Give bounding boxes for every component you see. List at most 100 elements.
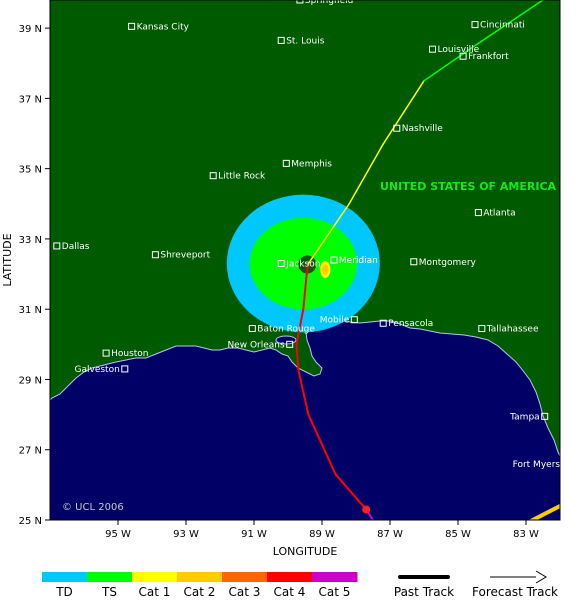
- past-track-segment: [305, 262, 310, 276]
- y-tick-label: 31 N: [19, 305, 42, 316]
- city-markers: Springfield Kansas City St. Louis Cincinnat…: [53, 0, 561, 470]
- copyright-credit: © UCL 2006: [62, 502, 124, 513]
- past-track-segment: [334, 473, 368, 511]
- city-little-rock: Little Rock: [209, 172, 266, 182]
- x-tick-label: 83 W: [513, 529, 539, 540]
- y-tick-label: 33 N: [19, 235, 42, 246]
- legend-label-cat-3: Cat 3: [229, 585, 261, 599]
- x-tick-label: 89 W: [309, 529, 335, 540]
- city-marker-square: [53, 242, 61, 250]
- city-label: Pensacola: [388, 319, 433, 329]
- coastline: [50, 314, 560, 457]
- city-marker-square: [296, 0, 304, 4]
- city-dallas: Dallas: [53, 242, 90, 252]
- city-mobile: Mobile: [320, 316, 358, 326]
- x-axis-title: LONGITUDE: [273, 545, 338, 558]
- forecast-track-segment: [423, 44, 476, 82]
- forecast-track-arrowhead: [535, 570, 547, 584]
- city-marker-square: [248, 325, 256, 333]
- legend: TD TS Cat 1 Cat 2 Cat 3 Cat 4 Cat 5 Past Track…: [42, 570, 558, 599]
- forecast-track-legend-label: Forecast Track: [472, 585, 558, 599]
- past-track-segment: [295, 343, 300, 370]
- city-marker-square: [277, 260, 285, 268]
- city-springfield: Springfield: [296, 0, 353, 6]
- legend-swatch-cat-1: [132, 572, 178, 582]
- legend-label-cat-5: Cat 5: [319, 585, 351, 599]
- city-galveston: Galveston: [75, 365, 129, 375]
- city-marker-square: [151, 251, 159, 259]
- city-marker-square: [209, 172, 217, 180]
- city-marker-square: [350, 316, 358, 324]
- city-kansas-city: Kansas City: [128, 22, 190, 32]
- city-label: St. Louis: [286, 36, 325, 46]
- city-label: Meridian: [339, 256, 378, 266]
- legend-label-cat-4: Cat 4: [274, 585, 306, 599]
- forecast-track-segment: [348, 143, 384, 205]
- y-tick-label: 29 N: [19, 375, 42, 386]
- city-label: Shreveport: [160, 251, 210, 261]
- legend-swatch-cat-4: [267, 572, 313, 582]
- city-label: Memphis: [291, 159, 332, 169]
- city-label: Dallas: [62, 242, 90, 252]
- x-axis: 95 W 93 W 91 W 89 W 87 W 85 W 83 W: [105, 520, 539, 540]
- country-label: UNITED STATES OF AMERICA: [380, 180, 557, 193]
- city-label: Galveston: [75, 365, 120, 375]
- city-louisville: Louisville: [429, 45, 480, 55]
- city-marker-square: [459, 52, 467, 60]
- legend-swatch-cat-2: [177, 572, 223, 582]
- city-fort-myers: Fort Myers: [513, 460, 561, 470]
- city-label: Springfield: [305, 0, 353, 6]
- category-labels: TD TS Cat 1 Cat 2 Cat 3 Cat 4 Cat 5: [55, 585, 350, 599]
- storm-tracks: [295, 0, 560, 520]
- y-tick-label: 39 N: [19, 24, 42, 35]
- city-pensacola: Pensacola: [379, 319, 433, 329]
- legend-swatch-ts: [87, 572, 133, 582]
- city-cincinnati: Cincinnati: [471, 21, 525, 31]
- city-marker-square: [102, 349, 110, 357]
- city-montgomery: Montgomery: [410, 258, 477, 268]
- city-shreveport: Shreveport: [151, 251, 211, 261]
- legend-swatch-cat-3: [222, 572, 268, 582]
- map-plot-area: Springfield Kansas City St. Louis Cincinnat…: [50, 0, 561, 520]
- city-marker-square: [277, 36, 285, 44]
- city-label: Montgomery: [419, 258, 477, 268]
- city-marker-square: [474, 209, 482, 217]
- city-marker-square: [128, 22, 136, 30]
- city-marker-square: [429, 45, 436, 53]
- city-new-orleans: New Orleans: [227, 340, 294, 350]
- past-track-segment: [307, 413, 337, 476]
- city-label: Little Rock: [218, 172, 266, 182]
- city-jackson: Jackson: [277, 260, 320, 270]
- past-track-segment: [302, 273, 308, 311]
- plot-frame: [49, 0, 561, 521]
- forecast-track-segment: [474, 0, 544, 47]
- wind-field-cat-2: [322, 264, 329, 275]
- x-tick-label: 93 W: [173, 529, 199, 540]
- city-baton-rouge: Baton Rouge: [248, 325, 315, 335]
- city-label: Cincinnati: [480, 21, 525, 31]
- city-label: Fort Myers: [513, 460, 561, 470]
- y-tick-label: 25 N: [19, 516, 42, 527]
- city-tallahassee: Tallahassee: [478, 325, 539, 335]
- category-color-bar: [42, 572, 358, 582]
- x-tick-label: 91 W: [241, 529, 267, 540]
- city-label: Nashville: [402, 124, 443, 134]
- y-axis-title: LATITUDE: [1, 233, 14, 286]
- y-tick-label: 37 N: [19, 94, 42, 105]
- legend-label-cat-2: Cat 2: [184, 585, 216, 599]
- legend-label-cat-1: Cat 1: [139, 585, 171, 599]
- forecast-track-segment: [382, 80, 425, 145]
- city-label: Tampa: [509, 412, 540, 422]
- city-marker-square: [478, 325, 486, 333]
- city-marker-square: [410, 258, 418, 266]
- city-st-louis: St. Louis: [277, 36, 325, 46]
- x-tick-label: 87 W: [377, 529, 403, 540]
- city-label: New Orleans: [227, 340, 285, 350]
- city-nashville: Nashville: [393, 124, 443, 134]
- city-label: Louisville: [438, 45, 480, 55]
- city-label: Tallahassee: [486, 325, 539, 335]
- city-label: Mobile: [320, 316, 350, 326]
- city-label: Atlanta: [483, 209, 515, 219]
- city-label: Frankfort: [468, 52, 509, 62]
